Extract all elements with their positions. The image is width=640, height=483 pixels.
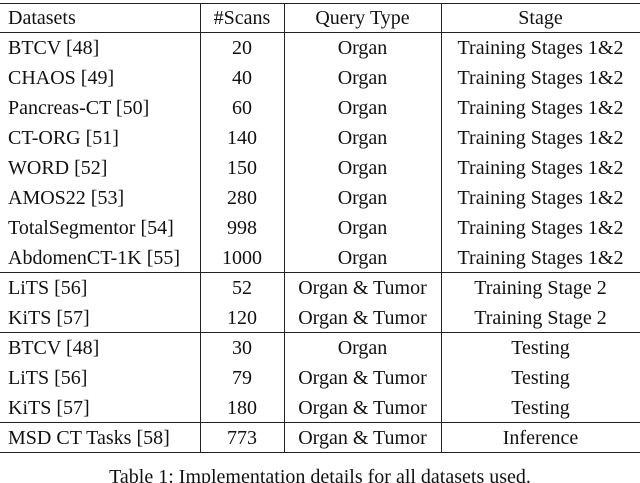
rule	[0, 32, 640, 33]
table-cell: Testing	[511, 367, 570, 389]
header-cell: Query Type	[315, 7, 410, 29]
dataset-name: BTCV [48]	[8, 337, 100, 359]
table-cell: Training Stages 1&2	[457, 127, 624, 149]
dataset-name: AbdomenCT-1K [55]	[8, 247, 181, 269]
table-cell: 180	[227, 397, 257, 419]
table-cell: Testing	[511, 397, 570, 419]
table-cell: Training Stage 2	[474, 307, 607, 329]
column-rule	[284, 3, 285, 452]
column-rule	[441, 3, 442, 452]
table-cell: Organ & Tumor	[298, 427, 427, 449]
rule	[0, 272, 640, 273]
header-cell: Datasets	[8, 7, 76, 29]
table-cell: Organ	[337, 157, 388, 179]
table-cell: 40	[232, 67, 252, 89]
table-cell: Training Stages 1&2	[457, 67, 624, 89]
table-cell: Organ & Tumor	[298, 397, 427, 419]
table-cell: Testing	[511, 337, 570, 359]
table-cell: Training Stages 1&2	[457, 247, 624, 269]
table-cell: 20	[232, 37, 252, 59]
table-cell: Organ	[337, 37, 388, 59]
caption: Table 1: Implementation details for all …	[109, 466, 531, 483]
table-cell: Training Stages 1&2	[457, 37, 624, 59]
dataset-name: TotalSegmentor [54]	[8, 217, 174, 239]
table-cell: Organ	[337, 217, 388, 239]
table-cell: 150	[227, 157, 257, 179]
table-cell: Organ	[337, 97, 388, 119]
rule	[0, 332, 640, 333]
dataset-name: LiTS [56]	[8, 367, 88, 389]
table-cell: Training Stages 1&2	[457, 217, 624, 239]
header-cell: #Scans	[213, 7, 271, 29]
table-cell: 52	[232, 277, 252, 299]
table-cell: 120	[227, 307, 257, 329]
table-cell: Organ	[337, 337, 388, 359]
table-cell: Organ & Tumor	[298, 307, 427, 329]
dataset-name: CHAOS [49]	[8, 67, 115, 89]
table-cell: 773	[227, 427, 257, 449]
header-cell: Stage	[518, 7, 563, 29]
table-cell: 140	[227, 127, 257, 149]
table-cell: Organ & Tumor	[298, 367, 427, 389]
dataset-name: Pancreas-CT [50]	[8, 97, 150, 119]
table-cell: 1000	[222, 247, 262, 269]
table-cell: Training Stages 1&2	[457, 97, 624, 119]
dataset-name: MSD CT Tasks [58]	[8, 427, 170, 449]
table-cell: Organ	[337, 67, 388, 89]
table-cell: 60	[232, 97, 252, 119]
rule	[0, 452, 640, 453]
dataset-name: KiTS [57]	[8, 397, 90, 419]
dataset-name: KiTS [57]	[8, 307, 90, 329]
rule	[0, 3, 640, 4]
column-rule	[200, 3, 201, 452]
table-cell: 79	[232, 367, 252, 389]
dataset-name: WORD [52]	[8, 157, 108, 179]
table-cell: 280	[227, 187, 257, 209]
table-cell: Organ	[337, 127, 388, 149]
dataset-name: AMOS22 [53]	[8, 187, 125, 209]
rule	[0, 422, 640, 423]
table-cell: Training Stages 1&2	[457, 187, 624, 209]
table-cell: Organ	[337, 187, 388, 209]
table-cell: Organ & Tumor	[298, 277, 427, 299]
dataset-name: LiTS [56]	[8, 277, 88, 299]
table-cell: Training Stages 1&2	[457, 157, 624, 179]
table-cell: Organ	[337, 247, 388, 269]
table-cell: Training Stage 2	[474, 277, 607, 299]
table-cell: Inference	[502, 427, 579, 449]
table-cell: 998	[227, 217, 257, 239]
table-cell: 30	[232, 337, 252, 359]
dataset-name: CT-ORG [51]	[8, 127, 119, 149]
dataset-name: BTCV [48]	[8, 37, 100, 59]
